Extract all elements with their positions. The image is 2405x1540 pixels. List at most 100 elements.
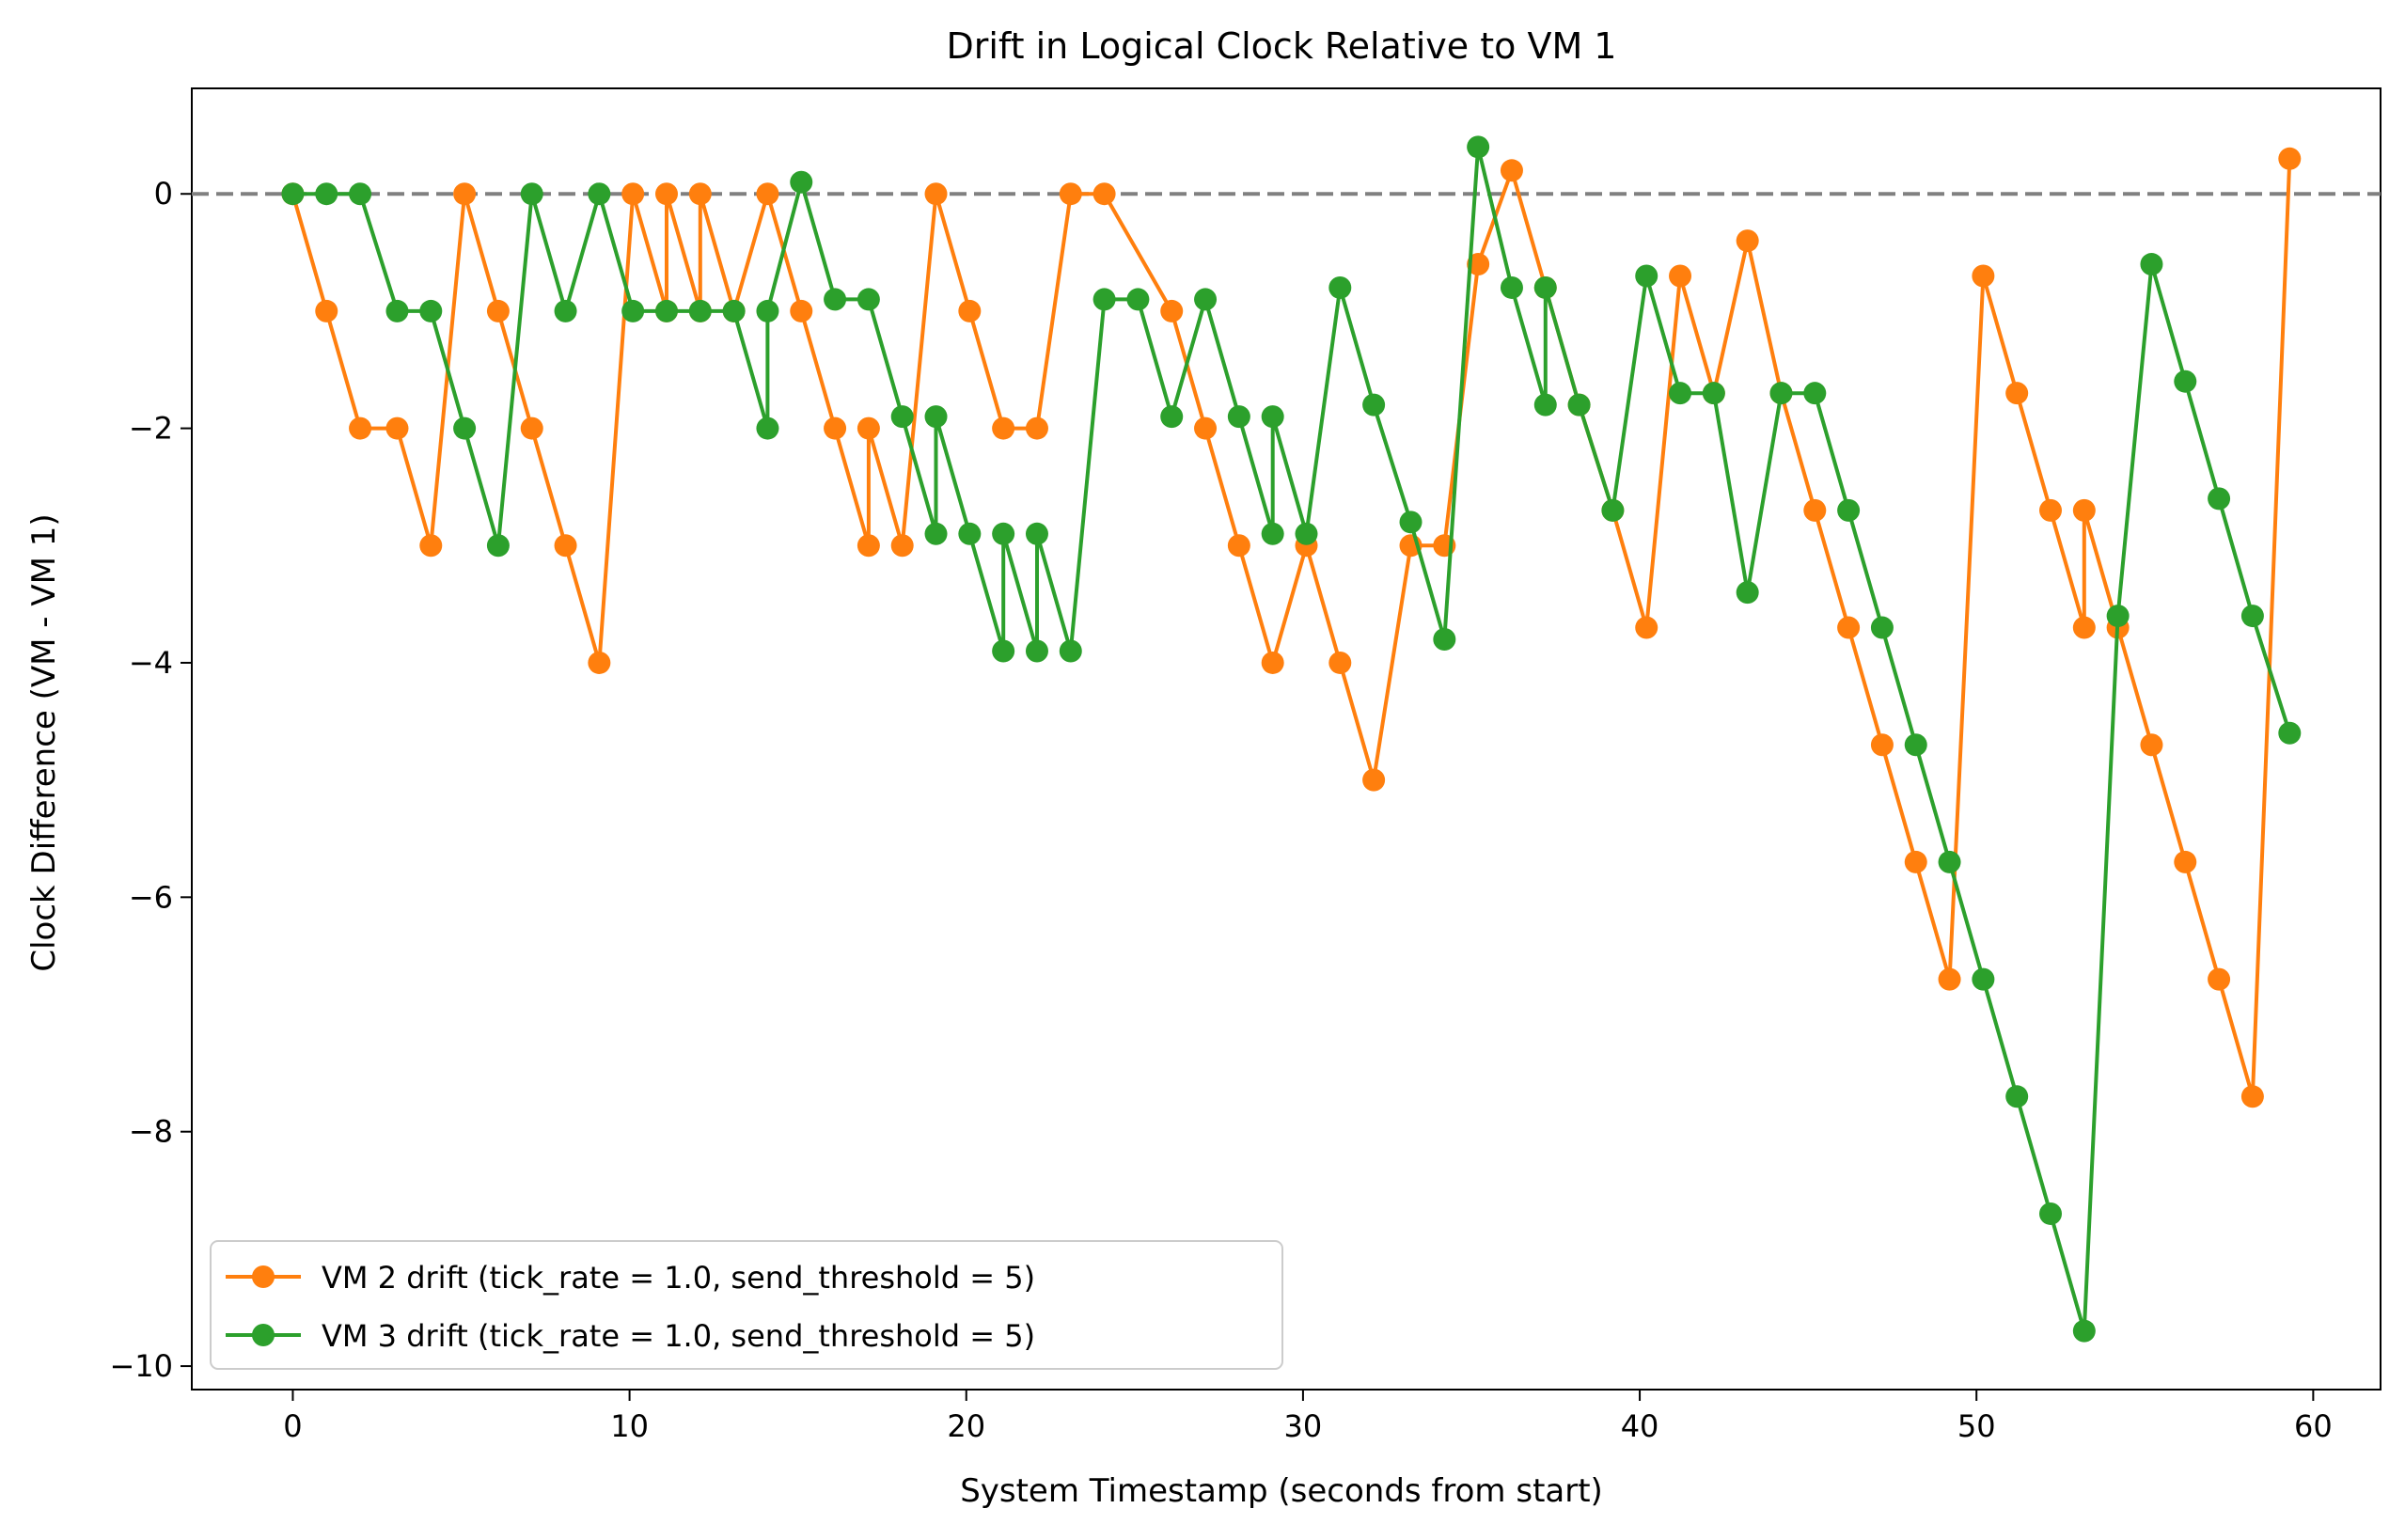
data-point	[1092, 288, 1116, 311]
data-point	[1261, 651, 1284, 674]
data-point	[1025, 522, 1048, 545]
data-point	[890, 405, 914, 429]
data-point	[1736, 229, 1759, 253]
data-point	[2278, 721, 2302, 745]
data-point	[1972, 967, 1995, 991]
data-point	[315, 182, 338, 206]
series-2	[281, 135, 2302, 1343]
y-tick-label: −4	[129, 645, 173, 681]
data-point	[654, 299, 678, 322]
data-point	[1467, 253, 1490, 276]
y-tick-label: −2	[129, 411, 173, 447]
data-point	[1567, 393, 1591, 416]
data-point	[2106, 605, 2130, 628]
data-point	[1500, 159, 1523, 182]
data-point	[1433, 628, 1456, 652]
x-tick-label: 0	[283, 1408, 302, 1444]
data-point	[924, 182, 948, 206]
data-point	[1533, 275, 1557, 299]
data-point	[1938, 967, 1961, 991]
data-point	[1837, 616, 1861, 639]
data-point	[1362, 393, 1386, 416]
x-tick-label: 40	[1621, 1408, 1659, 1444]
data-point	[722, 299, 746, 322]
data-point	[2174, 369, 2197, 393]
data-point	[1533, 393, 1557, 416]
data-point	[281, 182, 305, 206]
data-point	[2039, 1202, 2063, 1225]
data-point	[756, 416, 779, 440]
data-point	[385, 416, 409, 440]
data-point	[1736, 581, 1759, 605]
y-tick-label: −6	[129, 879, 173, 915]
data-point	[1160, 405, 1184, 429]
data-point	[2140, 253, 2163, 276]
data-point	[2240, 1085, 2264, 1108]
data-point	[924, 522, 948, 545]
data-point	[419, 299, 443, 322]
data-point	[1972, 264, 1995, 288]
plot-frame	[191, 87, 2381, 1391]
data-point	[654, 182, 678, 206]
data-point	[1025, 639, 1048, 663]
legend: VM 2 drift (tick_rate = 1.0, send_thresh…	[210, 1240, 1283, 1370]
x-tick-label: 20	[947, 1408, 985, 1444]
data-point	[1194, 288, 1218, 311]
y-tick-label: −8	[129, 1114, 173, 1150]
data-point	[486, 299, 510, 322]
data-point	[419, 534, 443, 558]
data-point	[1295, 522, 1318, 545]
data-point	[756, 299, 779, 322]
legend-marker	[252, 1324, 275, 1346]
data-point	[1938, 850, 1961, 873]
x-tick-label: 60	[2294, 1408, 2333, 1444]
data-point	[588, 182, 611, 206]
data-point	[554, 299, 577, 322]
data-point	[520, 182, 543, 206]
y-tick-label: −10	[109, 1348, 173, 1384]
y-axis-label: Clock Difference (VM - VM 1)	[25, 513, 63, 971]
data-point	[2072, 498, 2096, 522]
data-point	[349, 182, 372, 206]
data-point	[958, 522, 982, 545]
data-point	[1261, 405, 1284, 429]
legend-label: VM 2 drift (tick_rate = 1.0, send_thresh…	[322, 1260, 1035, 1296]
data-point	[2072, 1319, 2096, 1343]
data-point	[588, 651, 611, 674]
data-point	[1059, 639, 1082, 663]
data-point	[2278, 147, 2302, 170]
x-tick-label: 30	[1284, 1408, 1323, 1444]
data-point	[2005, 382, 2029, 405]
data-point	[890, 534, 914, 558]
data-point	[992, 639, 1015, 663]
data-point	[1702, 382, 1725, 405]
x-tick-label: 50	[1957, 1408, 1996, 1444]
data-point	[1227, 405, 1250, 429]
data-point	[2208, 967, 2231, 991]
data-point	[688, 299, 712, 322]
data-point	[824, 288, 847, 311]
data-point	[453, 182, 477, 206]
data-point	[2039, 498, 2063, 522]
data-point	[1160, 299, 1184, 322]
data-point	[486, 534, 510, 558]
data-point	[2208, 487, 2231, 511]
data-point	[2240, 605, 2264, 628]
data-point	[790, 299, 813, 322]
data-point	[2174, 850, 2197, 873]
data-point	[1025, 416, 1048, 440]
data-point	[824, 416, 847, 440]
data-point	[1227, 534, 1250, 558]
data-point	[1769, 382, 1793, 405]
data-point	[1399, 511, 1423, 534]
y-tick-label: 0	[154, 176, 173, 212]
data-point	[756, 182, 779, 206]
data-point	[1500, 275, 1523, 299]
data-point	[621, 182, 645, 206]
data-point	[1328, 275, 1352, 299]
data-point	[857, 416, 880, 440]
legend-label: VM 3 drift (tick_rate = 1.0, send_thresh…	[322, 1318, 1035, 1354]
data-point	[1362, 768, 1386, 792]
